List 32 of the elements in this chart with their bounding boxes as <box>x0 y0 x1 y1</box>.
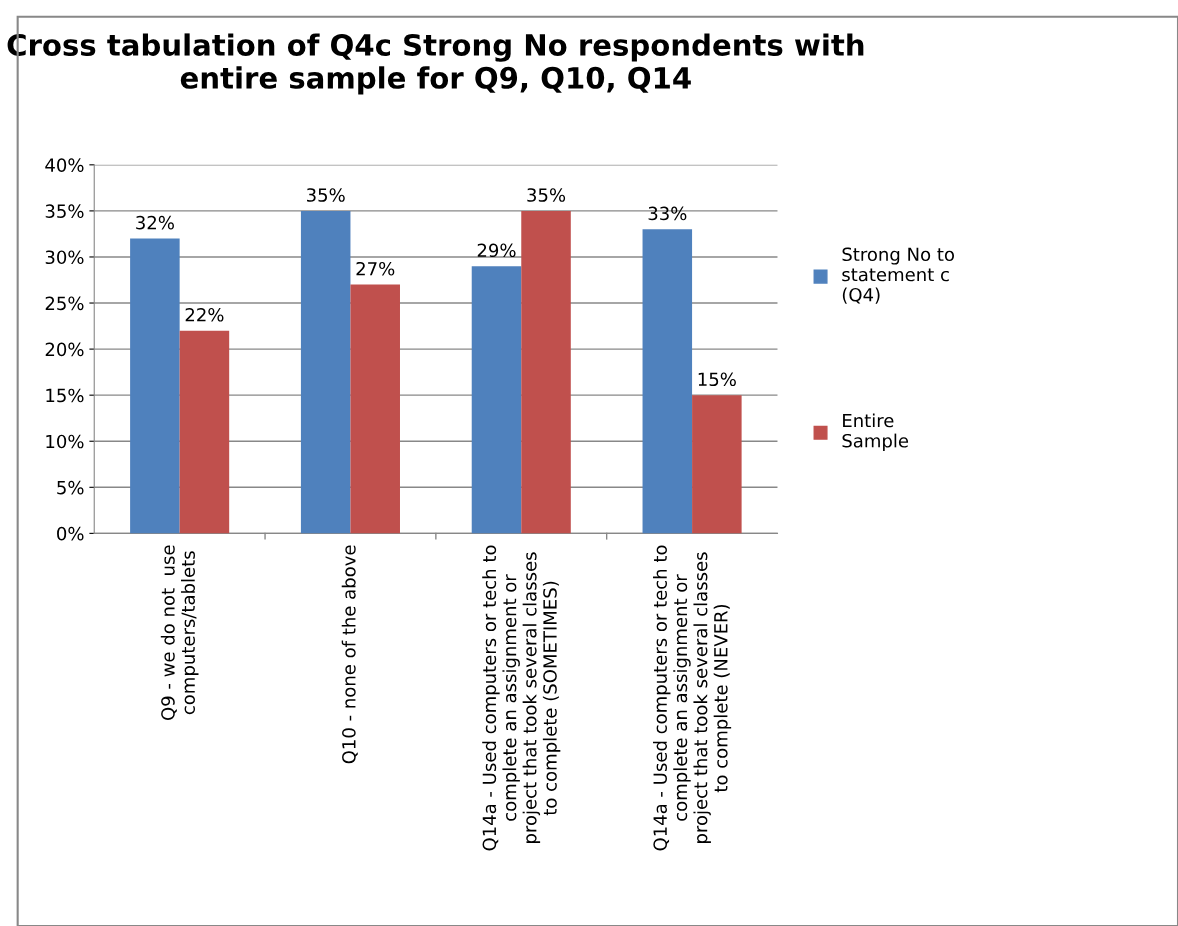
y-tick-label: 25% <box>45 296 84 311</box>
data-label: 33% <box>648 206 687 221</box>
bar <box>692 395 742 534</box>
x-tick-label: Q10 - none of the above <box>341 545 358 764</box>
data-label: 29% <box>477 243 516 258</box>
y-tick-label: 30% <box>45 250 84 265</box>
bar <box>350 284 400 534</box>
data-label: 35% <box>307 188 345 202</box>
x-tick-label: Q9 - we do not use computers/tablets <box>160 545 199 721</box>
legend-label: Entire Sample <box>842 413 909 452</box>
bar <box>521 210 571 534</box>
data-label: 22% <box>185 307 224 322</box>
data-label: 15% <box>698 372 736 387</box>
x-tick-label: Q14a - Used computers or tech to complete an assignment or project that took several classes to complete (NEVER) <box>653 545 732 851</box>
y-tick-label: 40% <box>45 158 84 172</box>
chart-title: Cross tabulation of Q4c Strong No respondents with entire sample for Q9, Q10, Q14 <box>7 33 864 95</box>
bar <box>179 330 230 534</box>
data-label: 35% <box>527 188 566 202</box>
y-tick-label: 20% <box>45 342 84 357</box>
y-tick-label: 5% <box>57 480 84 495</box>
x-tick-label: Q14a - Used computers or tech to complete an assignment or project that took several classes to complete (SOMETIMES) <box>482 545 561 851</box>
y-tick-label: 0% <box>57 526 84 541</box>
legend-label: Strong No to statement c (Q4) <box>842 247 954 304</box>
data-label: 32% <box>136 215 174 230</box>
y-tick-label: 10% <box>46 434 84 449</box>
bar <box>642 229 693 534</box>
y-tick-label: 35% <box>45 204 84 219</box>
bar <box>130 238 180 534</box>
data-label: 27% <box>356 261 395 276</box>
bar <box>300 210 351 534</box>
y-tick-label: 15% <box>46 388 84 403</box>
bar <box>471 266 522 534</box>
